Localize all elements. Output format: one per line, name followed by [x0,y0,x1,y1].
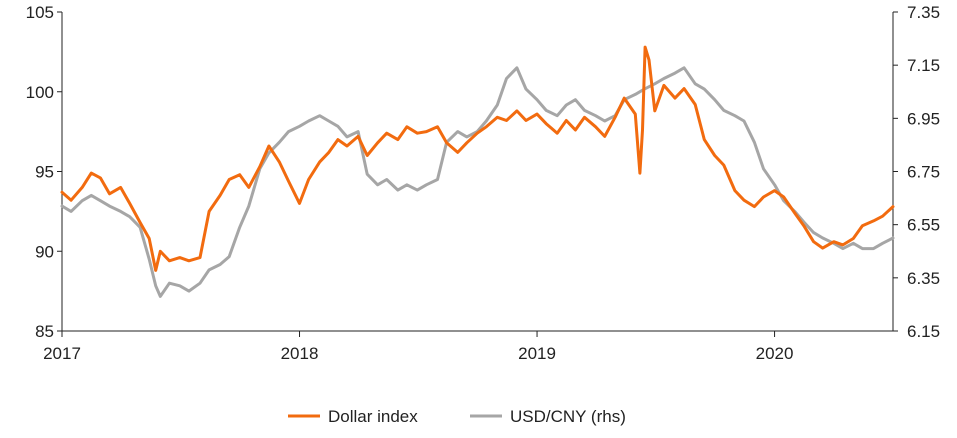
right-tick-label: 6.55 [907,216,940,235]
right-tick-label: 6.35 [907,269,940,288]
legend-label-dollar-index: Dollar index [328,407,418,426]
x-tick-label: 2017 [43,344,81,363]
series-layer [60,45,895,298]
left-tick-label: 105 [26,3,54,22]
x-tick-label: 2020 [756,344,794,363]
usd-cny-line [60,66,895,298]
right-tick-label: 6.75 [907,163,940,182]
legend-label-usd-cny: USD/CNY (rhs) [510,407,626,426]
left-tick-label: 85 [35,322,54,341]
right-tick-label: 7.35 [907,3,940,22]
left-tick-label: 100 [26,83,54,102]
right-tick-label: 6.95 [907,109,940,128]
left-tick-label: 90 [35,242,54,261]
axes: 85 90 95 100 105 6.15 6.35 6.55 6.75 6.95 7.15 7.35… [26,3,940,363]
left-tick-label: 95 [35,163,54,182]
x-tick-label: 2018 [281,344,319,363]
x-tick-label: 2019 [518,344,556,363]
right-tick-label: 6.15 [907,322,940,341]
dollar-index-line [60,45,895,272]
right-tick-label: 7.15 [907,56,940,75]
legend: Dollar index USD/CNY (rhs) [288,407,626,426]
